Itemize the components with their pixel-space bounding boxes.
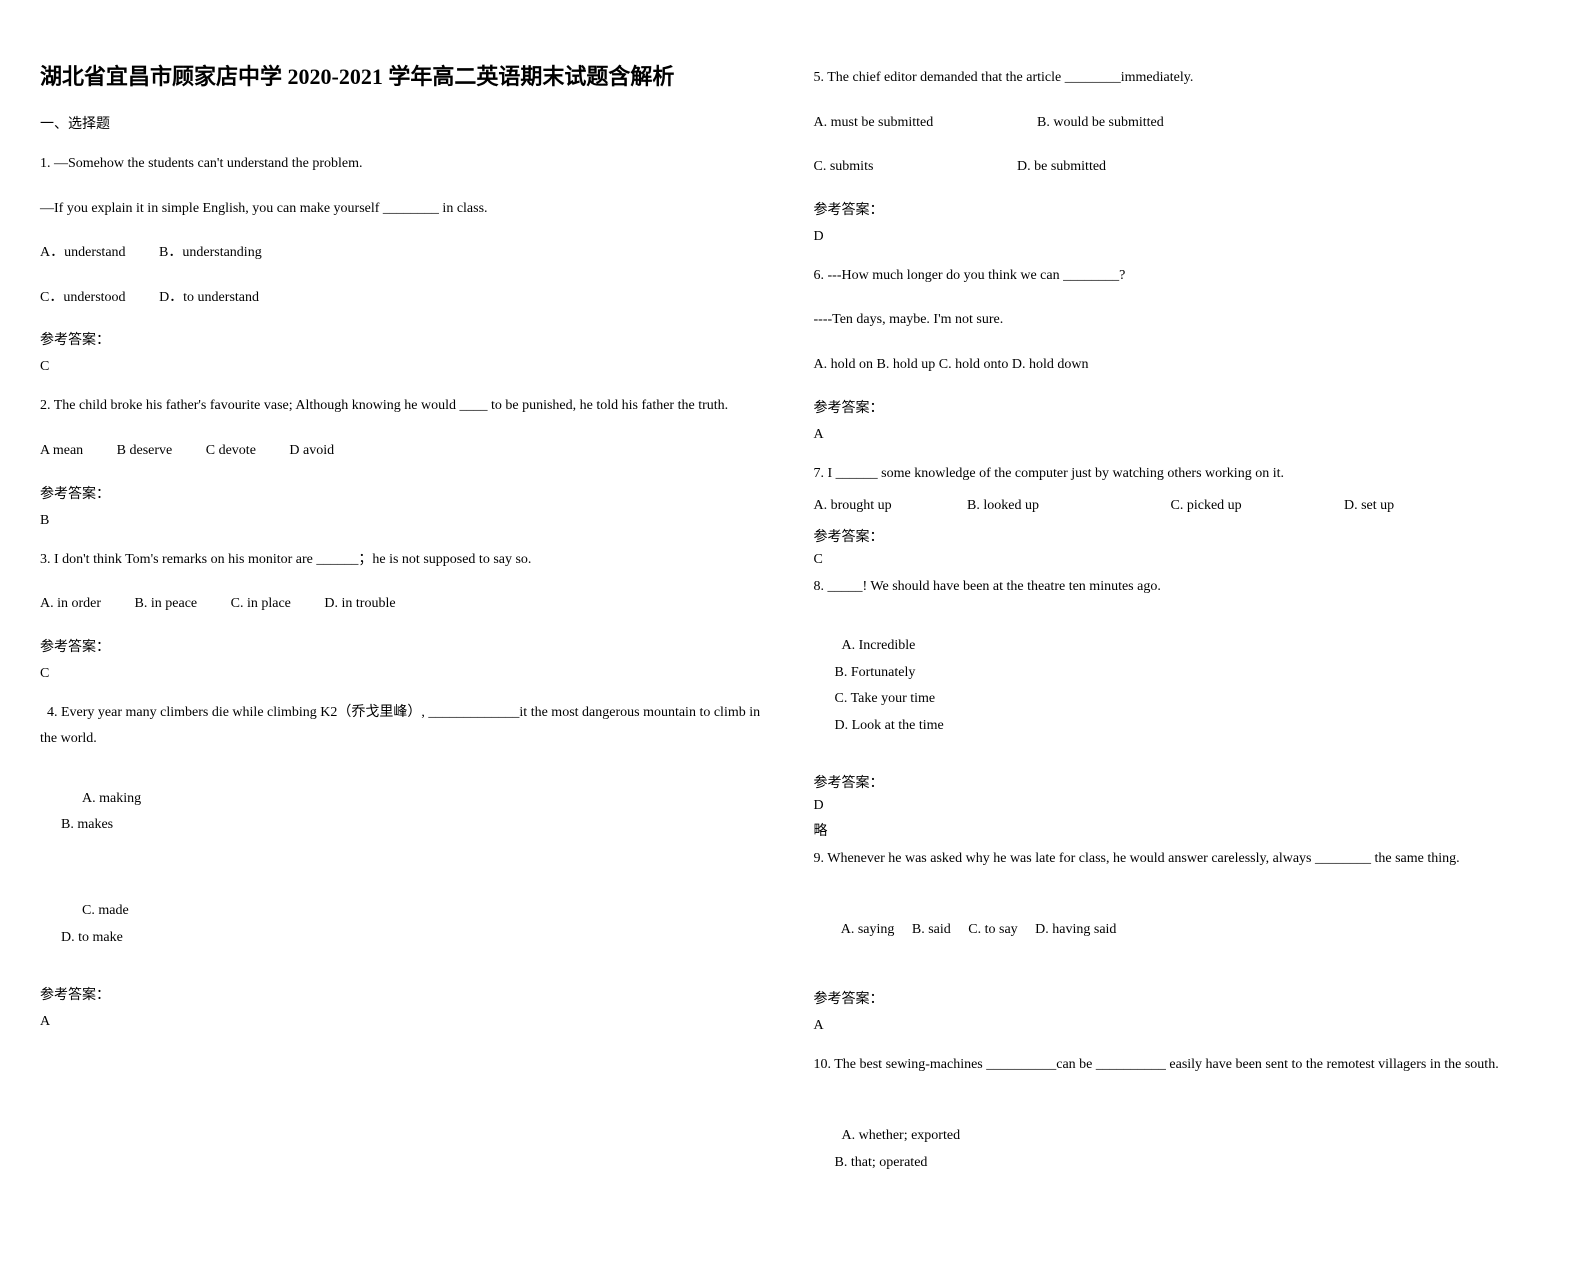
q3-answer: C [40, 666, 774, 682]
q9-answer: A [814, 1018, 1548, 1034]
q5-answer: D [814, 229, 1548, 245]
q8-optD: D. Look at the time [835, 718, 944, 733]
question-8: 8. _____! We should have been at the the… [814, 574, 1548, 601]
q1-options-row1: A．understand B．understanding [40, 240, 774, 267]
question-6-line1: 6. ---How much longer do you think we ca… [814, 263, 1548, 290]
question-10: 10. The best sewing-machines __________c… [814, 1052, 1548, 1079]
q8-text: 8. _____! We should have been at the the… [814, 574, 1548, 601]
question-6-line2: ----Ten days, maybe. I'm not sure. [814, 307, 1548, 334]
q8-optA: A. Incredible [835, 633, 995, 660]
q5-optD: D. be submitted [1017, 159, 1106, 174]
q8-options: A. Incredible B. Fortunately C. Take you… [814, 606, 1548, 766]
q2-optD: D avoid [289, 443, 334, 458]
q3-optB: B. in peace [135, 596, 198, 611]
q5-answer-label: 参考答案： [814, 199, 1548, 219]
q4-answer: A [40, 1014, 774, 1030]
q1-line2-wrap: —If you explain it in simple English, yo… [40, 196, 774, 223]
q9-options: A. saying B. said C. to say D. having sa… [814, 891, 1548, 971]
q2-optA: A mean [40, 443, 83, 458]
q8-optC: C. Take your time [835, 686, 1035, 713]
q5-optB: B. would be submitted [1037, 115, 1164, 130]
q7-optB: B. looked up [967, 493, 1167, 520]
q2-text: 2. The child broke his father's favourit… [40, 393, 774, 420]
q3-options: A. in order B. in peace C. in place D. i… [40, 591, 774, 618]
q8-note: 略 [814, 820, 1548, 840]
question-9: 9. Whenever he was asked why he was late… [814, 846, 1548, 873]
question-7: 7. I ______ some knowledge of the comput… [814, 461, 1548, 488]
q5-optA: A. must be submitted [814, 110, 1034, 137]
q5-options-row2: C. submits D. be submitted [814, 154, 1548, 181]
q4-answer-label: 参考答案： [40, 984, 774, 1004]
q6-line1: 6. ---How much longer do you think we ca… [814, 263, 1548, 290]
q10-text: 10. The best sewing-machines __________c… [814, 1052, 1548, 1079]
q1-options-row2: C．understood D．to understand [40, 285, 774, 312]
q7-answer: C [814, 552, 1548, 568]
q4-options-row1: A. making B. makes [40, 759, 774, 865]
q9-text: 9. Whenever he was asked why he was late… [814, 846, 1548, 873]
q4-options-row2: C. made D. to make [40, 871, 774, 977]
q8-optB: B. Fortunately [835, 660, 1035, 687]
q7-text: 7. I ______ some knowledge of the comput… [814, 461, 1548, 488]
q7-options: A. brought up B. looked up C. picked up … [814, 493, 1548, 520]
q3-optA: A. in order [40, 596, 101, 611]
q6-opts: A. hold on B. hold up C. hold onto D. ho… [814, 357, 1089, 372]
document-container: 湖北省宜昌市顾家店中学 2020-2021 学年高二英语期末试题含解析 一、选择… [40, 60, 1547, 1221]
q1-line1: 1. —Somehow the students can't understan… [40, 151, 774, 178]
q10-optB: B. that; operated [835, 1155, 928, 1170]
question-4: 4. Every year many climbers die while cl… [40, 700, 774, 753]
q5-optC: C. submits [814, 154, 1014, 181]
q7-optC: C. picked up [1171, 493, 1341, 520]
question-5: 5. The chief editor demanded that the ar… [814, 65, 1548, 92]
q6-answer-label: 参考答案： [814, 397, 1548, 417]
q3-text: 3. I don't think Tom's remarks on his mo… [40, 547, 774, 574]
question-3: 3. I don't think Tom's remarks on his mo… [40, 547, 774, 574]
q1-answer: C [40, 359, 774, 375]
q2-optB: B deserve [117, 443, 173, 458]
q4-optC: C. made [61, 898, 261, 925]
q4-optA: A. making [61, 786, 261, 813]
q4-text: 4. Every year many climbers die while cl… [40, 700, 774, 753]
q5-text: 5. The chief editor demanded that the ar… [814, 65, 1548, 92]
q3-optC: C. in place [231, 596, 291, 611]
q3-answer-label: 参考答案： [40, 636, 774, 656]
q1-optD: D．to understand [159, 290, 259, 305]
q10-optA: A. whether; exported [835, 1123, 1135, 1150]
q2-answer: B [40, 513, 774, 529]
q7-optA: A. brought up [814, 493, 964, 520]
document-title: 湖北省宜昌市顾家店中学 2020-2021 学年高二英语期末试题含解析 [40, 60, 774, 93]
q9-answer-label: 参考答案： [814, 988, 1548, 1008]
q2-optC: C devote [206, 443, 256, 458]
q1-answer-label: 参考答案： [40, 329, 774, 349]
question-1: 1. —Somehow the students can't understan… [40, 151, 774, 178]
q5-options-row1: A. must be submitted B. would be submitt… [814, 110, 1548, 137]
q1-optC: C．understood [40, 290, 126, 305]
section-heading: 一、选择题 [40, 113, 774, 133]
q6-line2: ----Ten days, maybe. I'm not sure. [814, 307, 1548, 334]
q1-line2: —If you explain it in simple English, yo… [40, 196, 774, 223]
q1-optB: B．understanding [159, 245, 262, 260]
q4-optD: D. to make [61, 930, 123, 945]
q6-answer: A [814, 427, 1548, 443]
question-2: 2. The child broke his father's favourit… [40, 393, 774, 420]
q10-options: A. whether; exported B. that; operated [814, 1097, 1548, 1203]
q1-optA: A．understand [40, 245, 126, 260]
q7-optD: D. set up [1344, 498, 1394, 513]
right-column: 5. The chief editor demanded that the ar… [814, 60, 1548, 1221]
q7-answer-label: 参考答案： [814, 526, 1548, 546]
q8-answer-label: 参考答案： [814, 772, 1548, 792]
q8-answer: D [814, 798, 1548, 814]
q2-options: A mean B deserve C devote D avoid [40, 438, 774, 465]
left-column: 湖北省宜昌市顾家店中学 2020-2021 学年高二英语期末试题含解析 一、选择… [40, 60, 774, 1221]
q3-optD: D. in trouble [324, 596, 395, 611]
q2-answer-label: 参考答案： [40, 483, 774, 503]
q9-opts: A. saying B. said C. to say D. having sa… [835, 922, 1117, 937]
q4-optB: B. makes [61, 817, 113, 832]
q6-options: A. hold on B. hold up C. hold onto D. ho… [814, 352, 1548, 379]
